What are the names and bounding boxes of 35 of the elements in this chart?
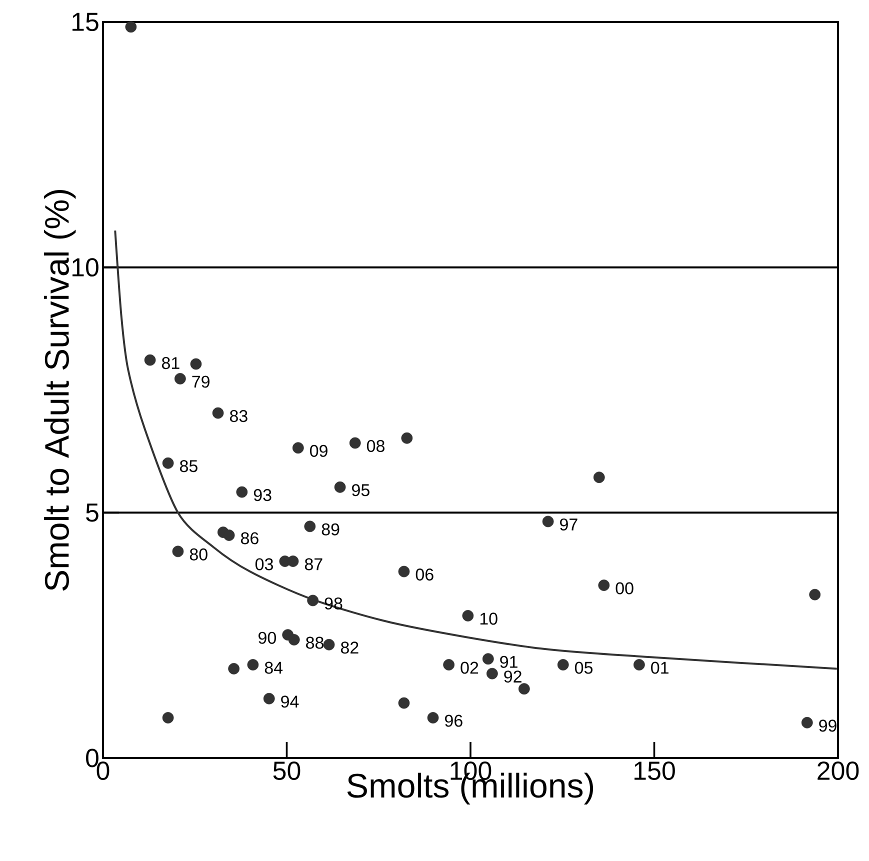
annotation: 99 <box>819 720 836 732</box>
annotation: 87 <box>304 558 322 570</box>
annotation: 94 <box>281 696 299 708</box>
annotation: 82 <box>340 642 358 654</box>
annotation: 10 <box>480 612 498 625</box>
y-tick-label: 15 <box>72 12 98 32</box>
annotation: 88 <box>306 636 324 649</box>
annotation: 85 <box>180 460 198 472</box>
annotation: 08 <box>366 440 384 452</box>
x-tick-label: 200 <box>818 762 859 780</box>
x-tick-label: 150 <box>634 762 675 780</box>
annotation: 79 <box>192 376 210 388</box>
annotation: 01 <box>651 662 668 674</box>
annotation: 84 <box>264 662 283 674</box>
annotation: 05 <box>574 662 593 674</box>
annotation: 09 <box>310 444 328 457</box>
annotation: 89 <box>322 523 340 536</box>
x-tick-label: 50 <box>273 762 300 780</box>
annotation: 97 <box>560 518 578 531</box>
annotation: 03 <box>255 558 273 570</box>
annotation: 96 <box>445 714 462 727</box>
annotation: 00 <box>616 582 634 594</box>
y-tick-label: 0 <box>86 748 98 768</box>
annotation: 90 <box>258 632 276 644</box>
annotation: 02 <box>460 662 478 674</box>
annotation: 86 <box>240 532 258 544</box>
annotation: 81 <box>162 357 180 370</box>
annotation: 91 <box>500 656 518 668</box>
annotation: 92 <box>504 670 522 683</box>
annotation: 93 <box>254 489 272 502</box>
annotation: 06 <box>416 568 434 581</box>
annotation: 83 <box>230 410 248 422</box>
annotation: 80 <box>190 548 208 560</box>
y-tick-label: 5 <box>86 504 98 522</box>
annotation: 95 <box>352 484 370 496</box>
